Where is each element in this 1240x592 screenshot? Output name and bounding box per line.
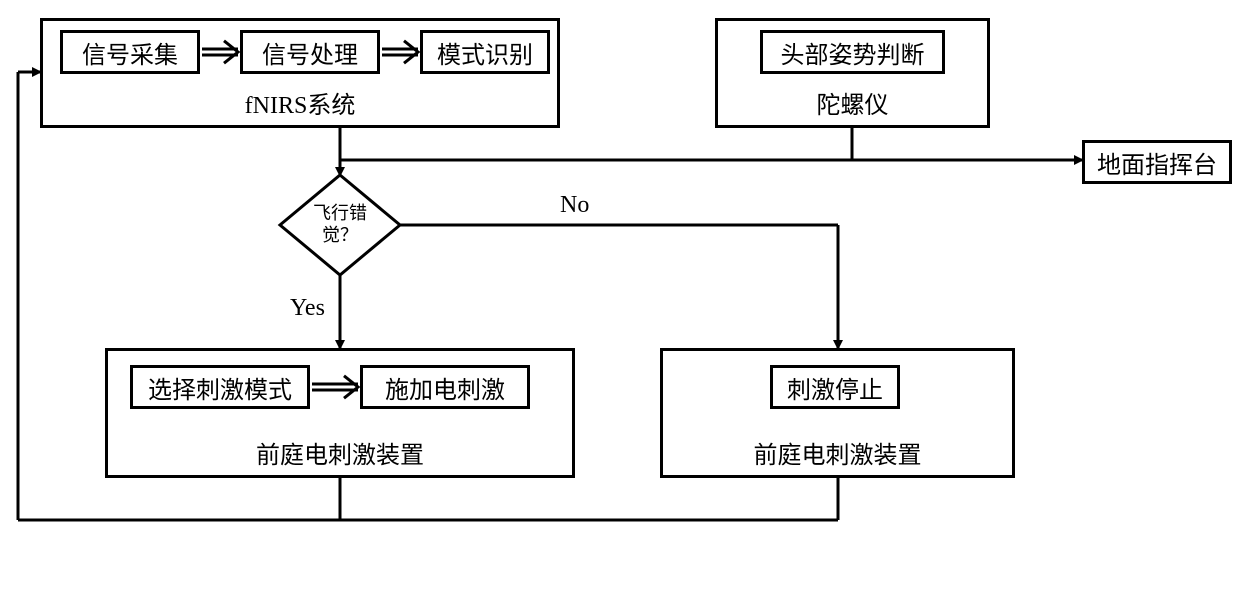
- stim-yes-step-0: 选择刺激模式: [130, 365, 310, 409]
- stim-yes-step-1-label: 施加电刺激: [385, 370, 505, 405]
- svg-text:觉？: 觉？: [322, 225, 358, 245]
- fnirs-step-1-label: 信号处理: [262, 35, 358, 70]
- stim-no-label: 刺激停止: [787, 370, 883, 405]
- stim-yes-caption: 前庭电刺激装置: [105, 435, 575, 470]
- fnirs-step-2-label: 模式识别: [437, 35, 533, 70]
- fnirs-caption: fNIRS系统: [40, 85, 560, 120]
- no-label: No: [560, 192, 589, 219]
- stim-no-label-box: 刺激停止: [770, 365, 900, 409]
- svg-text:飞行错: 飞行错: [313, 203, 367, 223]
- ground-label: 地面指挥台: [1097, 145, 1217, 180]
- gyro-caption: 陀螺仪: [715, 85, 990, 120]
- gyro-label-box: 头部姿势判断: [760, 30, 945, 74]
- fnirs-step-1: 信号处理: [240, 30, 380, 74]
- fnirs-step-2: 模式识别: [420, 30, 550, 74]
- stim-yes-step-1: 施加电刺激: [360, 365, 530, 409]
- fnirs-step-0-label: 信号采集: [82, 35, 178, 70]
- yes-label: Yes: [290, 295, 325, 322]
- stim-no-caption: 前庭电刺激装置: [660, 435, 1015, 470]
- fnirs-step-0: 信号采集: [60, 30, 200, 74]
- stim-yes-step-0-label: 选择刺激模式: [148, 370, 292, 405]
- ground-box: 地面指挥台: [1082, 140, 1232, 184]
- gyro-label: 头部姿势判断: [781, 35, 925, 70]
